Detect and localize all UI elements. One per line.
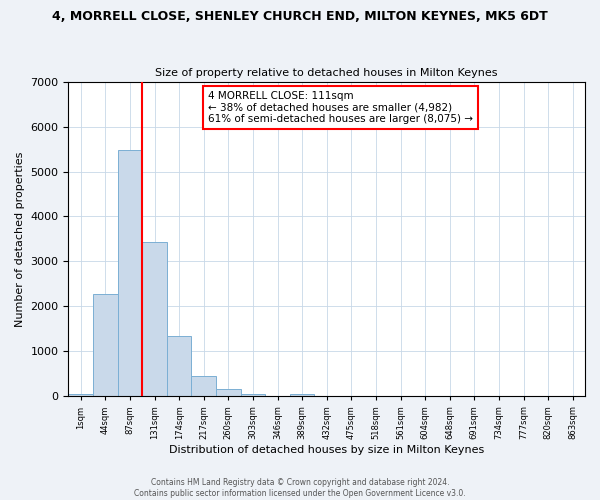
Text: Contains HM Land Registry data © Crown copyright and database right 2024.
Contai: Contains HM Land Registry data © Crown c… [134, 478, 466, 498]
Bar [93, 294, 118, 396]
Bar [167, 336, 191, 396]
Bar [191, 376, 216, 396]
X-axis label: Distribution of detached houses by size in Milton Keynes: Distribution of detached houses by size … [169, 445, 484, 455]
Bar [68, 394, 93, 396]
Y-axis label: Number of detached properties: Number of detached properties [15, 152, 25, 326]
Bar [142, 242, 167, 396]
Bar [118, 150, 142, 396]
Text: 4 MORRELL CLOSE: 111sqm
← 38% of detached houses are smaller (4,982)
61% of semi: 4 MORRELL CLOSE: 111sqm ← 38% of detache… [208, 91, 473, 124]
Bar [241, 394, 265, 396]
Bar [216, 389, 241, 396]
Text: 4, MORRELL CLOSE, SHENLEY CHURCH END, MILTON KEYNES, MK5 6DT: 4, MORRELL CLOSE, SHENLEY CHURCH END, MI… [52, 10, 548, 23]
Title: Size of property relative to detached houses in Milton Keynes: Size of property relative to detached ho… [155, 68, 498, 78]
Bar [290, 394, 314, 396]
